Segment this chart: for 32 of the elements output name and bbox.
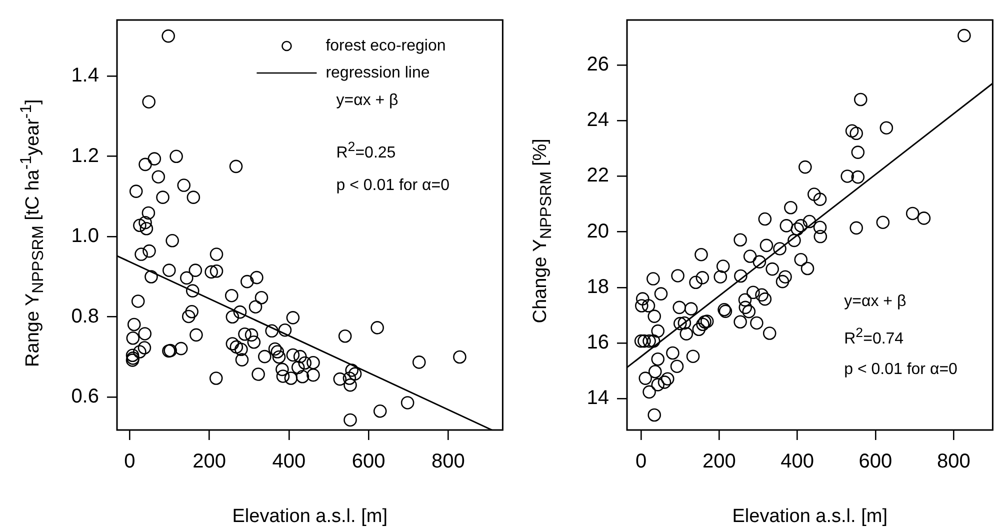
y-tick-label: 14 <box>586 387 609 410</box>
x-tick-label: 600 <box>858 450 892 473</box>
x-tick-label: 400 <box>780 450 814 473</box>
annotation: p < 0.01 for α=0 <box>844 360 958 379</box>
x-axis-title: Elevation a.s.l. [m] <box>232 506 388 527</box>
y-tick-label: 1.2 <box>71 144 99 167</box>
annotation: R$^{2}$=0.25 <box>336 138 396 162</box>
annotation: y=αx + β <box>336 92 398 110</box>
legend-label: forest eco-region <box>326 37 446 54</box>
x-tick-label: 0 <box>636 450 647 473</box>
y-tick-label: 18 <box>586 276 609 298</box>
y-tick-label: 26 <box>586 54 609 76</box>
x-tick-label: 800 <box>936 450 970 473</box>
x-tick-label: 600 <box>352 450 386 473</box>
y-tick-label: 22 <box>586 164 609 187</box>
x-tick-label: 400 <box>272 450 306 473</box>
annotation: p < 0.01 for α=0 <box>336 176 450 195</box>
y-tick-label: 0.8 <box>71 305 99 328</box>
x-tick-label: 800 <box>431 450 465 473</box>
y-tick-label: 1.0 <box>71 225 99 248</box>
y-tick-label: 1.4 <box>71 64 99 87</box>
y-tick-label: 20 <box>586 220 609 242</box>
y-tick-label: 16 <box>586 332 609 354</box>
x-tick-label: 0 <box>124 450 136 473</box>
legend-label: regression line <box>326 64 430 82</box>
y-tick-label: 0.6 <box>71 386 99 408</box>
x-tick-label: 200 <box>192 450 226 473</box>
annotation: R$^{2}$=0.74 <box>844 324 904 348</box>
x-axis-title: Elevation a.s.l. [m] <box>732 506 888 527</box>
x-tick-label: 200 <box>702 450 736 473</box>
y-tick-label: 24 <box>586 109 609 132</box>
annotation: y=αx + β <box>844 293 906 312</box>
